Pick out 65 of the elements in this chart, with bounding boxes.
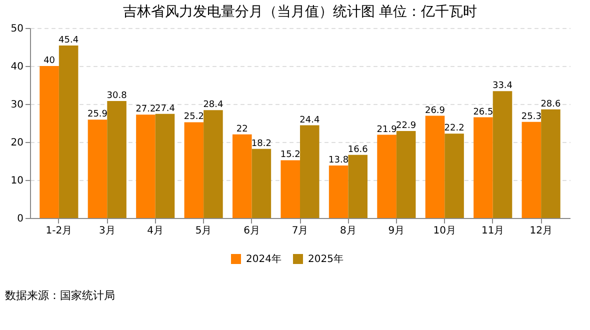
x-tick-label: 1-2月 <box>46 226 72 236</box>
data-label: 40 <box>44 56 56 66</box>
data-label: 25.9 <box>87 110 108 120</box>
data-label: 45.4 <box>58 35 79 46</box>
bar <box>204 110 223 218</box>
x-tick-label: 3月 <box>98 226 116 236</box>
bar <box>184 122 204 218</box>
y-tick-label: 0 <box>17 214 24 224</box>
bar <box>425 116 445 218</box>
bar <box>136 114 156 218</box>
data-label: 25.2 <box>184 112 204 122</box>
x-tick-label: 6月 <box>244 226 260 236</box>
data-label: 27.4 <box>154 104 176 114</box>
bar <box>348 154 368 218</box>
x-tick-label: 7月 <box>292 226 308 236</box>
bar <box>396 130 416 218</box>
source-note: 数据来源：国家统计局 <box>5 289 115 302</box>
data-label: 28.4 <box>203 100 224 110</box>
y-tick-label: 10 <box>10 176 24 186</box>
data-label: 22.9 <box>396 120 416 131</box>
chart-title: 吉林省风力发电量分月（当月值）统计图 单位：亿千瓦时 <box>122 4 478 20</box>
bar <box>280 160 300 218</box>
y-tick-label: 30 <box>10 100 24 110</box>
x-tick-label: 4月 <box>147 226 164 236</box>
bar <box>541 109 560 218</box>
x-tick-label: 9月 <box>388 226 405 236</box>
x-tick-label: 12月 <box>530 226 552 236</box>
data-label: 21.9 <box>376 124 398 135</box>
data-label: 25.3 <box>521 112 542 122</box>
legend-label: 2025年 <box>308 253 344 265</box>
data-label: 28.6 <box>540 99 562 110</box>
y-tick-label: 20 <box>10 138 24 148</box>
bar <box>40 66 59 218</box>
bar <box>474 117 493 218</box>
y-tick-label: 40 <box>10 62 24 72</box>
data-label: 26.5 <box>473 107 494 118</box>
data-label: 22 <box>236 124 248 134</box>
data-label: 18.2 <box>251 138 272 149</box>
data-label: 26.9 <box>424 106 446 116</box>
data-label: 13.8 <box>328 156 349 166</box>
bar <box>107 100 126 218</box>
x-tick-label: 8月 <box>340 226 356 236</box>
x-tick-label: 10月 <box>433 226 456 236</box>
data-label: 22.2 <box>444 124 464 134</box>
data-label: 27.2 <box>136 104 156 115</box>
bar <box>492 91 512 218</box>
bar <box>444 134 464 218</box>
x-tick-label: 11月 <box>481 226 504 236</box>
bar <box>58 45 78 218</box>
data-label: 33.4 <box>492 81 513 92</box>
bar <box>232 134 252 218</box>
bar <box>377 134 396 218</box>
bar <box>300 125 320 218</box>
data-label: 16.6 <box>348 144 368 155</box>
bar <box>522 122 542 218</box>
data-label: 24.4 <box>300 115 320 126</box>
y-tick-label: 50 <box>10 24 24 34</box>
data-label: 15.2 <box>280 150 300 160</box>
bar <box>328 166 348 218</box>
bar <box>252 148 272 218</box>
x-tick-label: 5月 <box>195 226 212 236</box>
data-label: 30.8 <box>106 90 128 101</box>
bar <box>88 120 108 218</box>
legend-label: 2024年 <box>246 253 282 265</box>
bar <box>155 114 175 218</box>
